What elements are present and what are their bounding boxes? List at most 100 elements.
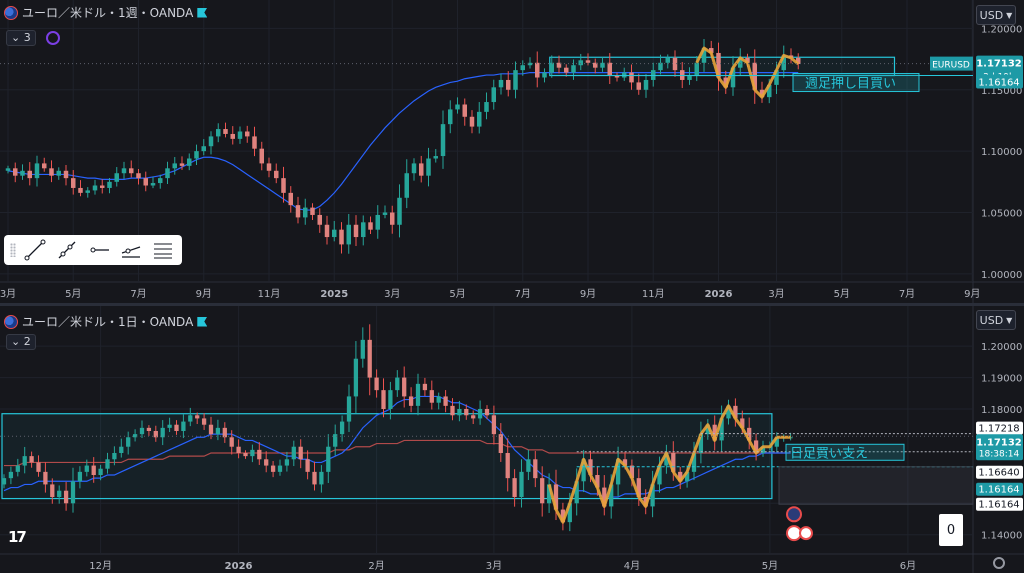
daily-title-bar[interactable]: ユーロ／米ドル・1日・OANDA (4, 313, 208, 330)
daily-currency-button[interactable]: USD ▼ (976, 310, 1016, 330)
weekly-currency-label: USD (979, 8, 1004, 22)
weekly-candle (564, 67, 569, 73)
daily-y-tick-label: 1.14000 (981, 531, 1022, 542)
daily-candle (146, 427, 152, 431)
daily-candle (215, 427, 221, 435)
daily-chart-pane[interactable]: 1.200001.190001.180001.150001.1400012月20… (0, 306, 1024, 573)
daily-candle (650, 484, 655, 507)
daily-collapse-button[interactable]: ⌄ 2 (6, 334, 36, 350)
weekly-candle (20, 170, 25, 176)
daily-candle (636, 478, 641, 497)
weekly-candle (136, 173, 141, 179)
daily-candle (422, 383, 428, 391)
weekly-support-price-box (976, 74, 1023, 89)
daily-candle (381, 390, 386, 409)
weekly-candle (114, 173, 119, 182)
daily-candle (43, 471, 48, 485)
weekly-candle (498, 79, 504, 88)
weekly-candle (796, 57, 801, 64)
daily-candle (622, 459, 628, 466)
daily-candle (222, 427, 227, 438)
daily-candle (1, 478, 7, 485)
daily-last-price-text: 1.17132 (976, 437, 1022, 448)
ray-tool-icon[interactable] (54, 238, 80, 262)
weekly-candle (571, 65, 576, 73)
daily-annotation-text: 日足買い支え (790, 446, 868, 461)
drag-handle-icon[interactable] (10, 243, 16, 257)
daily-candle (671, 453, 676, 472)
daily-candle (588, 459, 593, 475)
daily-candle (698, 434, 704, 453)
settings-gear-icon[interactable] (993, 557, 1005, 569)
weekly-candle (375, 214, 380, 230)
daily-candle (415, 383, 421, 406)
daily-candle (319, 471, 324, 485)
weekly-y-tick-label: 1.10000 (981, 147, 1022, 158)
weekly-candle (353, 224, 359, 238)
weekly-x-tick-label: 11月 (642, 288, 665, 300)
drawing-toolbar[interactable] (4, 235, 182, 265)
fib-retracement-tool-icon[interactable] (150, 238, 176, 262)
weekly-x-tick-label: 3月 (0, 288, 16, 300)
daily-candle (629, 465, 635, 479)
weekly-symbol-text: EURUSD (932, 61, 970, 71)
weekly-candle (34, 163, 40, 179)
pane-divider[interactable] (0, 303, 1024, 306)
weekly-candle (310, 207, 315, 215)
weekly-candle (259, 148, 264, 164)
daily-candle (477, 409, 483, 419)
weekly-x-tick-label: 2026 (705, 289, 733, 300)
chevron-down-icon: ▼ (1006, 10, 1013, 20)
weekly-x-tick-label: 5月 (449, 288, 465, 300)
zero-label: 0 (946, 522, 956, 538)
weekly-candle (477, 111, 482, 127)
weekly-currency-button[interactable]: USD ▼ (976, 5, 1016, 25)
weekly-candle (556, 62, 562, 68)
daily-candle (188, 415, 193, 422)
weekly-candle (42, 163, 47, 169)
zero-label-box: 0 (939, 514, 963, 546)
weekly-annotation-box (792, 73, 920, 93)
weekly-candle (346, 224, 351, 245)
weekly-candle (143, 178, 148, 186)
daily-candle (257, 449, 262, 460)
daily-candle (195, 415, 200, 419)
daily-candle (360, 339, 365, 359)
daily-candle (574, 481, 579, 504)
daily-chart-canvas[interactable]: 1.200001.190001.180001.150001.1400012月20… (0, 306, 1024, 573)
weekly-y-tick-label: 1.00000 (981, 270, 1022, 281)
weekly-x-tick-label: 9月 (964, 288, 980, 300)
weekly-candle (643, 79, 649, 90)
parallel-channel-tool-icon[interactable] (118, 238, 144, 262)
us-event-icon-2 (799, 526, 813, 541)
trend-line-tool-icon[interactable] (22, 238, 48, 262)
weekly-chart-pane[interactable]: 1.20000 1.15000 1.10000 1.05000 1.00000 3月 5月 7… (0, 0, 1024, 303)
weekly-candle (694, 62, 699, 76)
daily-candle (153, 431, 158, 438)
daily-candle (581, 459, 586, 482)
indicator-icon[interactable] (46, 31, 60, 45)
weekly-collapse-button[interactable]: ⌄ 3 (6, 30, 36, 46)
daily-candle (553, 484, 559, 510)
weekly-candle (513, 70, 518, 90)
weekly-candle (223, 129, 228, 134)
daily-x-tick-label: 12月 (89, 560, 112, 572)
weekly-title-bar[interactable]: ユーロ／米ドル・1週・OANDA (4, 4, 208, 21)
daily-candle (181, 421, 186, 431)
daily-candle (333, 434, 338, 447)
chevron-down-icon: ⌄ (11, 31, 21, 44)
weekly-candle (230, 133, 235, 139)
weekly-candle (607, 62, 612, 76)
weekly-candle (600, 62, 605, 68)
weekly-candle (100, 185, 105, 188)
weekly-candle (491, 87, 496, 103)
daily-x-tick-label: 2月 (368, 560, 384, 572)
daily-x-tick-label: 6月 (900, 560, 916, 572)
weekly-candle (426, 158, 431, 176)
weekly-candle (752, 62, 757, 90)
daily-x-tick-label: 3月 (486, 560, 502, 572)
daily-candle (512, 478, 517, 497)
daily-candle (615, 459, 621, 485)
horizontal-ray-tool-icon[interactable] (86, 238, 112, 262)
daily-candle (753, 440, 759, 453)
